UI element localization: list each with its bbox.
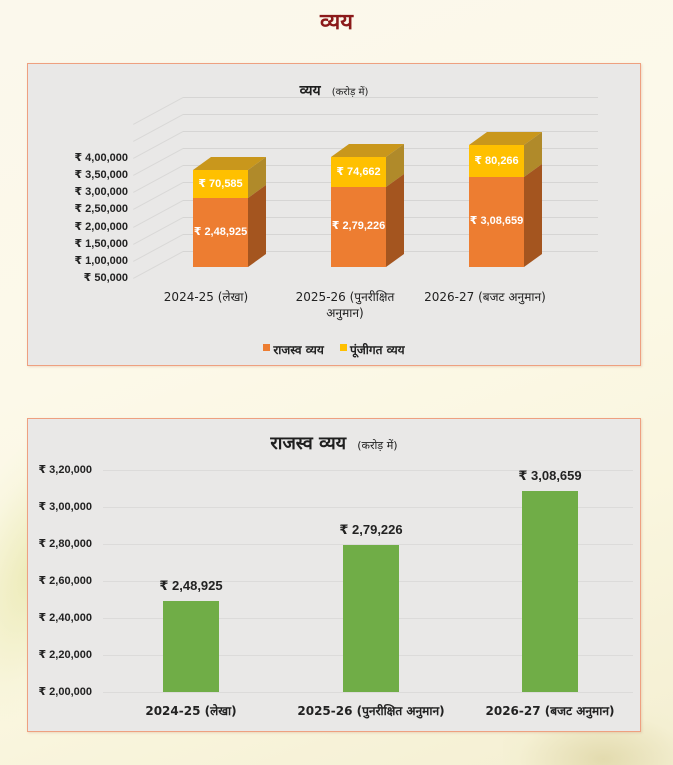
chart-title-unit: (करोड़ में) — [357, 439, 398, 452]
grid-diagonal — [133, 131, 184, 159]
x-axis-label: 2026-27 (बजट अनुमान) — [485, 704, 615, 718]
grid-diagonal — [133, 148, 184, 177]
gridline — [103, 470, 633, 471]
bar-segment-revenue: ₹ 3,08,659 — [469, 177, 524, 267]
stacked-bar: ₹ 3,08,659 ₹ 80,266 — [469, 132, 542, 267]
x-axis-label: 2024-25 (लेखा) — [163, 290, 249, 304]
chart-title-main: व्यय — [299, 83, 321, 99]
chart-title-unit: (करोड़ में) — [331, 87, 369, 98]
revenue-expenditure-chart-panel: राजस्व व्यय (करोड़ में) ₹ 3,20,000 ₹ 3,00… — [27, 418, 641, 732]
gridline — [183, 96, 598, 98]
legend-item-capital: पूंजीगत व्यय — [340, 341, 405, 358]
expenditure-chart-panel: व्यय (करोड़ में) ₹ 4,00,000 ₹ 3,50,000 ₹ 3… — [27, 63, 641, 366]
y-tick-label: ₹ 2,80,000 — [38, 538, 92, 550]
y-tick-label: ₹ 3,00,000 — [74, 186, 128, 199]
y-tick-label: ₹ 2,60,000 — [38, 575, 92, 587]
stacked-bar: ₹ 2,48,925 ₹ 70,585 — [193, 157, 266, 267]
data-label: ₹ 80,266 — [474, 155, 519, 167]
data-label: ₹ 2,48,925 — [193, 225, 248, 238]
y-tick-label: ₹ 1,50,000 — [74, 237, 128, 250]
data-label: ₹ 70,585 — [198, 178, 243, 190]
bar-segment-revenue: ₹ 2,79,226 — [331, 187, 386, 267]
bar — [522, 490, 578, 692]
legend-item-revenue: राजस्व व्यय — [263, 341, 324, 358]
bar-segment-capital: ₹ 70,585 — [193, 170, 248, 198]
data-label: ₹ 2,79,226 — [331, 220, 386, 232]
y-tick-label: ₹ 3,00,000 — [38, 501, 92, 513]
x-axis-label: 2026-27 (बजट अनुमान) — [424, 290, 546, 304]
gridline — [183, 131, 598, 132]
y-tick-label: ₹ 4,00,000 — [74, 152, 128, 164]
chart-title: व्यय (करोड़ में) — [28, 80, 640, 100]
y-tick-label: ₹ 2,40,000 — [38, 612, 92, 624]
legend-swatch-yellow — [340, 344, 347, 351]
grid-diagonal — [133, 251, 184, 279]
data-label: ₹ 2,79,226 — [339, 522, 403, 538]
y-tick-label: ₹ 2,00,000 — [74, 220, 128, 233]
y-tick-label: ₹ 2,20,000 — [38, 649, 92, 661]
gridline — [103, 507, 633, 508]
x-axis-label: 2025-26 (पुनरीक्षित अनुमान) — [297, 704, 445, 718]
bar-3d-sides — [331, 144, 404, 267]
bar-3d-sides — [469, 132, 542, 267]
y-tick-label: ₹ 3,50,000 — [74, 169, 128, 182]
chart-title-main: राजस्व व्यय — [270, 433, 347, 454]
y-tick-label: ₹ 2,50,000 — [74, 203, 128, 216]
bar — [343, 545, 399, 692]
bar — [163, 601, 219, 692]
y-tick-label: ₹ 2,00,000 — [38, 686, 92, 698]
gridline — [183, 113, 598, 115]
data-label: ₹ 3,08,659 — [518, 467, 582, 483]
y-tick-label: ₹ 3,20,000 — [38, 464, 92, 476]
grid-diagonal — [133, 233, 184, 262]
chart-title: राजस्व व्यय (करोड़ में) — [28, 431, 640, 455]
data-label: ₹ 2,48,925 — [159, 578, 223, 594]
bar-segment-revenue: ₹ 2,48,925 — [193, 198, 248, 267]
data-label: ₹ 3,08,659 — [469, 215, 524, 227]
data-label: ₹ 74,662 — [336, 166, 381, 178]
x-axis-label: 2024-25 (लेखा) — [145, 704, 237, 718]
gridline — [103, 544, 633, 545]
page-title: व्यय — [319, 10, 354, 35]
legend-swatch-orange — [263, 344, 271, 351]
y-tick-label: ₹ 1,00,000 — [74, 254, 128, 267]
stacked-bar: ₹ 2,79,226 ₹ 74,662 — [331, 144, 404, 267]
grid-diagonal — [133, 96, 184, 125]
legend: राजस्व व्यय पूंजीगत व्यय — [28, 340, 640, 358]
x-axis-label: 2025-26 (पुनरीक्षित अनुमान) — [295, 290, 395, 320]
grid-diagonal — [133, 113, 184, 142]
bar-3d-sides — [193, 157, 266, 267]
bar-segment-capital: ₹ 74,662 — [331, 157, 386, 187]
bar-segment-capital: ₹ 80,266 — [469, 145, 524, 177]
grid-diagonal — [133, 216, 184, 245]
gridline — [103, 692, 633, 693]
y-tick-label: ₹ 50,000 — [83, 272, 128, 285]
